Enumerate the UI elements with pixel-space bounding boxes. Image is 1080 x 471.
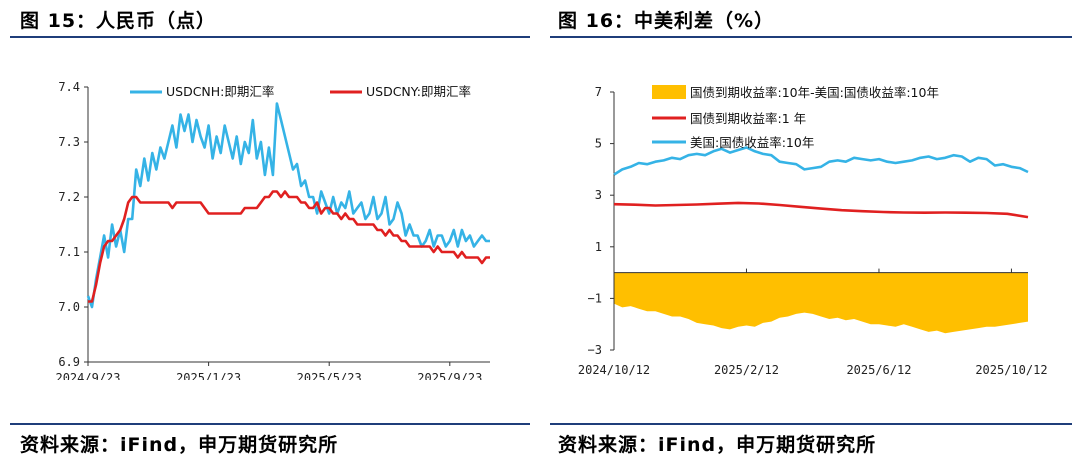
legend: USDCNH:即期汇率 USDCNY:即期汇率 <box>130 84 471 99</box>
legend-swatch <box>652 85 686 99</box>
title-rule <box>10 36 530 38</box>
x-tick-label: 2025/9/23 <box>417 371 482 380</box>
series-line-1 <box>613 201 1029 219</box>
source-rule <box>10 423 530 425</box>
figure-15-source: 资料来源：iFind，申万期货研究所 <box>20 434 339 456</box>
y-tick-label: 7.3 <box>58 135 80 149</box>
legend-label: USDCNH:即期汇率 <box>166 84 274 99</box>
rmb-line-chart: 7.4 7.3 7.2 7.1 7.0 6.9 2024/9/23 2025/1/23 2025… <box>55 80 490 380</box>
x-tick-label: 2025/10/12 <box>975 363 1047 377</box>
series-line-2 <box>613 146 1029 176</box>
figure-15-title: 图 15：人民币（点） <box>20 10 217 32</box>
y-tick-label: 1 <box>595 240 602 254</box>
figure-16-title: 图 16：中美利差（%） <box>558 10 775 32</box>
x-tick-label: 2025/2/12 <box>714 363 779 377</box>
source-rule <box>550 423 1072 425</box>
y-tick-label: 7.2 <box>58 190 80 204</box>
x-tick-label: 2025/5/23 <box>297 371 362 380</box>
legend-label: 美国:国债收益率:10年 <box>690 135 814 150</box>
y-tick-label: 5 <box>595 137 602 151</box>
legend-label: USDCNY:即期汇率 <box>366 84 471 99</box>
figure-16-panel: 图 16：中美利差（%） 7 5 3 1 −1 −3 2024/10/12 2025/2/12… <box>540 0 1080 471</box>
series-line-0 <box>86 102 490 309</box>
legend-item: USDCNH:即期汇率 <box>130 84 274 99</box>
y-tick-label: 7.0 <box>58 300 80 314</box>
figure-16-source: 资料来源：iFind，申万期货研究所 <box>558 434 877 456</box>
series-area-spread <box>614 272 1028 334</box>
title-rule <box>550 36 1072 38</box>
y-tick-label: −1 <box>588 291 602 305</box>
legend-item: 国债到期收益率:1 年 <box>652 111 806 126</box>
figure-15-panel: 图 15：人民币（点） 7.4 7.3 7.2 7.1 7.0 6.9 2024/9/23 2… <box>10 10 530 456</box>
y-tick-label: 7.1 <box>58 245 80 259</box>
spread-line-chart: 7 5 3 1 −1 −3 2024/10/12 2025/2/12 2025/6/12 2025… <box>578 85 1048 377</box>
x-tick-label: 2024/9/23 <box>55 371 120 380</box>
x-tick-label: 2025/1/23 <box>176 371 241 380</box>
legend-label: 国债到期收益率:10年-美国:国债收益率:10年 <box>690 85 939 100</box>
y-tick-label: 7.4 <box>58 80 80 94</box>
y-tick-label: 7 <box>595 85 602 99</box>
series-line-1 <box>88 190 490 303</box>
y-tick-label: 3 <box>595 188 602 202</box>
x-tick-label: 2024/10/12 <box>578 363 650 377</box>
legend-item: USDCNY:即期汇率 <box>330 84 471 99</box>
legend-item: 国债到期收益率:10年-美国:国债收益率:10年 <box>652 85 939 100</box>
y-tick-label: −3 <box>588 343 602 357</box>
x-tick-label: 2025/6/12 <box>846 363 911 377</box>
legend-label: 国债到期收益率:1 年 <box>690 111 806 126</box>
legend-item: 美国:国债收益率:10年 <box>652 135 814 150</box>
y-tick-label: 6.9 <box>58 355 80 369</box>
